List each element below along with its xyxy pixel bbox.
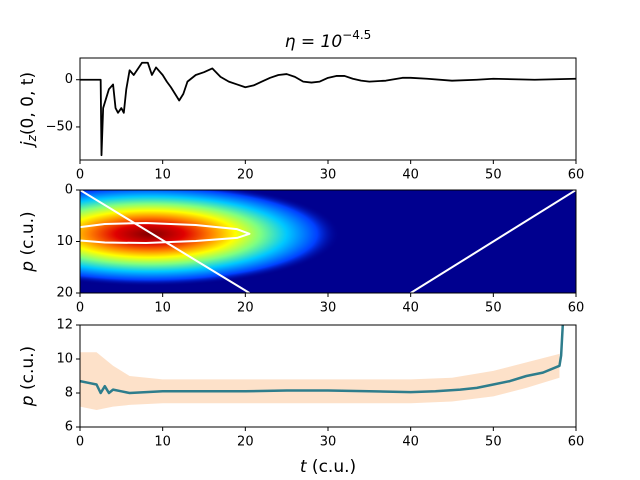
line xyxy=(410,190,576,293)
x-tick-label: 10 xyxy=(154,301,171,316)
axes-frame xyxy=(79,57,577,161)
x-tick-label: 30 xyxy=(320,168,337,183)
y-axis-label-base: j xyxy=(18,141,38,148)
line xyxy=(80,61,577,157)
x-tick-label: 10 xyxy=(154,168,171,183)
x-tick-label: 20 xyxy=(237,301,254,316)
x-tick-label: 20 xyxy=(237,168,254,183)
x-tick-label: 0 xyxy=(76,435,84,450)
x-tick-label: 50 xyxy=(485,435,502,450)
y-axis-label: p (c.u.) xyxy=(18,346,38,407)
y-tick-label: 10 xyxy=(56,234,73,249)
y-tick-label: 8 xyxy=(65,386,73,401)
y-tick-label: 20 xyxy=(56,286,73,301)
x-tick-label: 40 xyxy=(402,435,419,450)
y-axis-label-rest: (0, 0, t) xyxy=(18,72,38,135)
x-tick-label: 50 xyxy=(485,168,502,183)
heatmap-peak xyxy=(80,190,340,286)
band xyxy=(80,352,560,410)
y-tick-label: 0 xyxy=(65,72,73,87)
title: η = 10−4.5 xyxy=(285,28,372,53)
y-tick-label: 10 xyxy=(56,352,73,367)
x-tick-label: 0 xyxy=(76,168,84,183)
title-base: η = 10 xyxy=(285,32,342,52)
x-tick-label: 60 xyxy=(568,168,585,183)
y-axis-label-rest: (c.u.) xyxy=(18,211,38,261)
y-tick-label: 6 xyxy=(65,420,73,435)
y-axis-label-sub: z xyxy=(25,134,39,142)
y-axis-label: jz(0, 0, t) xyxy=(18,72,39,148)
line xyxy=(80,221,251,245)
y-axis-label-base: p xyxy=(18,395,38,407)
y-tick-label: 12 xyxy=(56,318,73,333)
y-axis-label: p (c.u.) xyxy=(18,211,38,272)
y-tick-label: −50 xyxy=(46,119,73,134)
title-exponent: −4.5 xyxy=(342,28,371,42)
x-tick-label: 0 xyxy=(76,301,84,316)
x-tick-label: 20 xyxy=(237,435,254,450)
x-tick-label: 30 xyxy=(320,301,337,316)
x-tick-label: 60 xyxy=(568,301,585,316)
y-axis-label-base: p xyxy=(18,261,38,273)
y-tick-label: 0 xyxy=(65,183,73,198)
x-axis-label: t (c.u.) xyxy=(300,457,356,477)
heatmap xyxy=(80,190,576,293)
x-tick-label: 30 xyxy=(320,435,337,450)
x-tick-label: 10 xyxy=(154,435,171,450)
x-axis-label-rest: (c.u.) xyxy=(307,457,357,477)
x-tick-label: 40 xyxy=(402,168,419,183)
x-tick-label: 60 xyxy=(568,435,585,450)
y-axis-label-rest: (c.u.) xyxy=(18,346,38,396)
line xyxy=(79,324,565,395)
x-tick-label: 50 xyxy=(485,301,502,316)
x-tick-label: 40 xyxy=(402,301,419,316)
x-axis-label-base: t xyxy=(300,457,308,477)
